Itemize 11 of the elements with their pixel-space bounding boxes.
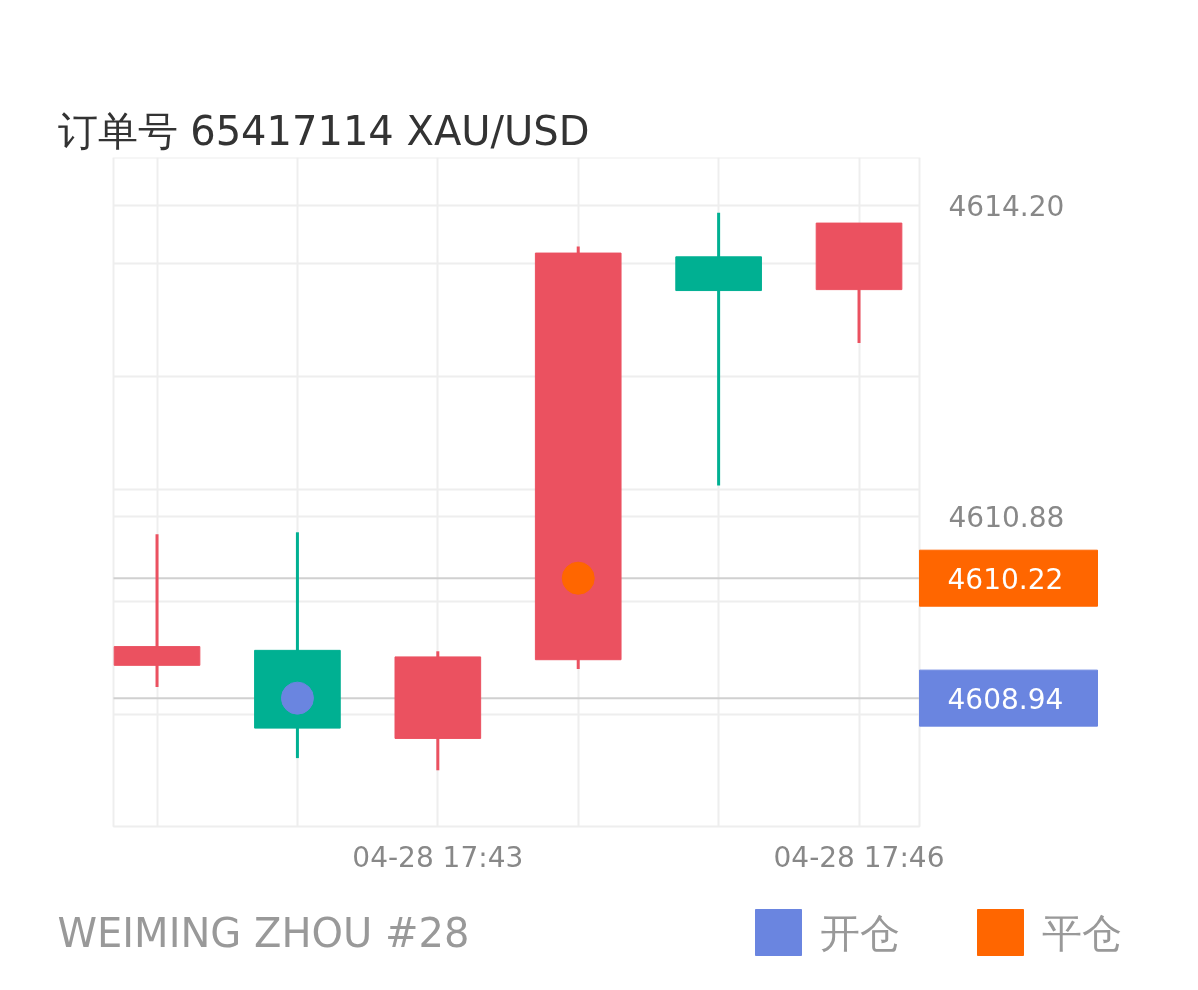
y-tick-label: 4614.20 [948,189,1065,223]
x-tick-label: 04-28 17:46 [773,840,945,874]
ref-line-label: 4608.94 [947,682,1064,716]
chart-title: 订单号 65417114 XAU/USD [57,107,590,154]
candlestick [113,534,201,687]
ref-line-label: 4610.22 [947,562,1064,596]
y-tick-label: 4610.88 [948,500,1065,534]
legend-label: 平仓 [1041,909,1122,956]
text: WEIMING ZHOU #28 [57,909,470,956]
x-tick-label: 04-28 17:43 [352,840,524,874]
legend-label: 开仓 [819,909,900,956]
